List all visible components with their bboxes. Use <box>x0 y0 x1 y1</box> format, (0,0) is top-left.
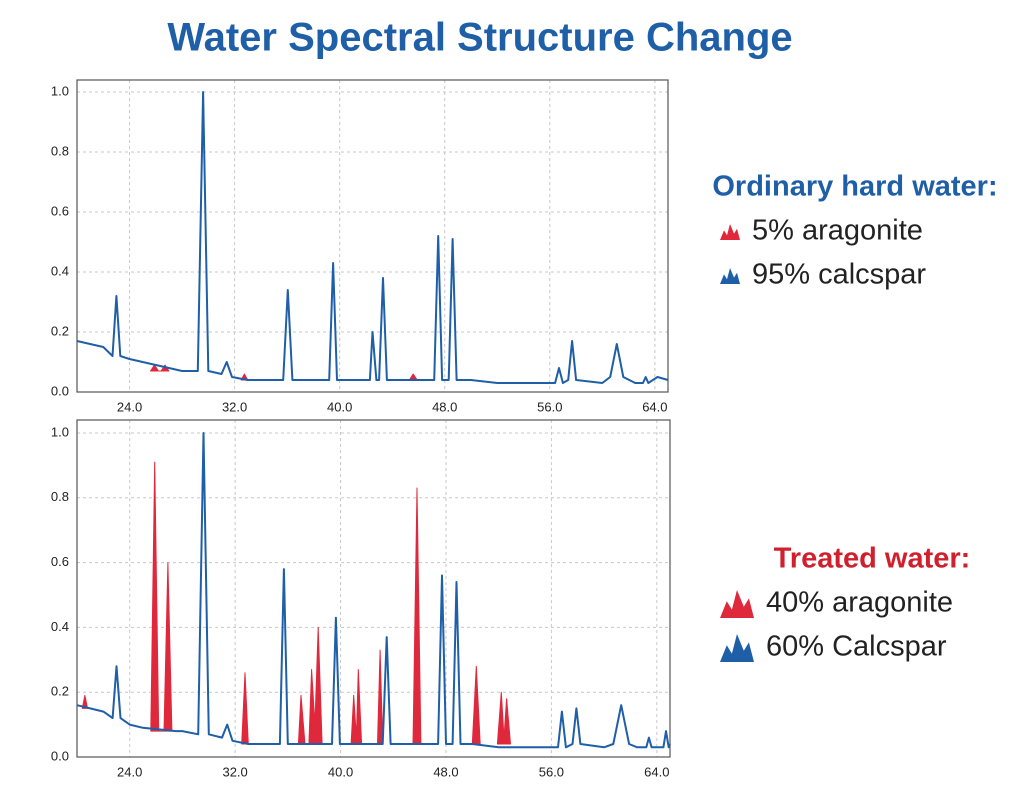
y-tick-label: 0.6 <box>51 203 69 218</box>
x-tick-label: 24.0 <box>117 399 142 414</box>
x-tick-label: 64.0 <box>644 764 669 779</box>
legend-icon <box>720 590 754 618</box>
legend-title: Treated water: <box>774 543 971 575</box>
legend-icon <box>720 224 740 240</box>
x-tick-label: 56.0 <box>539 764 564 779</box>
legend-label: 95% calcspar <box>752 259 926 291</box>
y-tick-label: 0.4 <box>51 263 69 278</box>
x-tick-label: 40.0 <box>327 399 352 414</box>
x-tick-label: 40.0 <box>328 764 353 779</box>
y-tick-label: 1.0 <box>51 83 69 98</box>
peak-area <box>81 461 511 745</box>
x-tick-label: 64.0 <box>642 399 667 414</box>
x-tick-label: 32.0 <box>222 399 247 414</box>
y-tick-label: 0.0 <box>51 383 69 398</box>
legend-title: Ordinary hard water: <box>712 171 997 203</box>
y-tick-label: 0.0 <box>51 748 69 763</box>
y-tick-label: 0.8 <box>51 143 69 158</box>
legend-icon <box>720 634 754 662</box>
y-tick-label: 0.6 <box>51 554 69 569</box>
plot-frame <box>76 419 671 758</box>
page-title: Water Spectral Structure Change <box>167 16 792 60</box>
x-tick-label: 48.0 <box>432 399 457 414</box>
x-tick-label: 56.0 <box>537 399 562 414</box>
legend-label: 5% aragonite <box>752 215 923 247</box>
spectrum-line <box>76 432 671 749</box>
y-tick-label: 1.0 <box>51 424 69 439</box>
legend-label: 40% aragonite <box>766 587 953 619</box>
x-tick-label: 32.0 <box>222 764 247 779</box>
x-tick-label: 48.0 <box>433 764 458 779</box>
plot-frame <box>76 79 669 393</box>
plot-area <box>77 420 670 757</box>
legend-icon <box>720 268 740 284</box>
spectrum-line <box>76 91 669 384</box>
y-tick-label: 0.2 <box>51 684 69 699</box>
y-tick-label: 0.4 <box>51 619 69 634</box>
x-tick-label: 24.0 <box>117 764 142 779</box>
y-tick-label: 0.8 <box>51 489 69 504</box>
legend-label: 60% Calcspar <box>766 631 947 663</box>
y-tick-label: 0.2 <box>51 323 69 338</box>
